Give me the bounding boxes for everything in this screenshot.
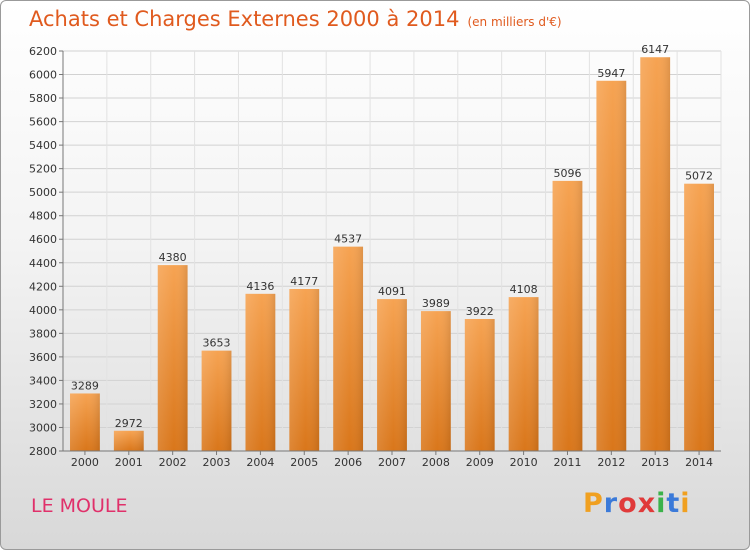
y-tick-label: 2800 [29,445,57,458]
bar-shade [420,311,451,451]
x-tick-label: 2005 [290,456,318,469]
bar-value-label: 3289 [71,379,99,392]
x-tick-label: 2004 [246,456,274,469]
logo-letter: i [680,488,691,519]
bar-shade [640,57,671,452]
x-tick-label: 2000 [71,456,99,469]
bar-value-label: 6147 [641,43,669,56]
x-tick-label: 2006 [334,456,362,469]
x-tick-label: 2002 [159,456,187,469]
bar-value-label: 3922 [466,305,494,318]
y-tick-label: 3600 [29,351,57,364]
chart-unit: (en milliers d'€) [467,15,562,29]
x-tick-label: 2008 [422,456,450,469]
logo-letter: i [656,488,667,519]
bar-shade [377,299,407,451]
x-tick-label: 2013 [641,456,669,469]
bar-shade [464,319,495,451]
bar-shade [157,265,188,451]
y-tick-label: 5000 [29,186,57,199]
bar-value-label: 4380 [159,251,187,264]
bar-value-label: 4136 [246,280,274,293]
x-tick-label: 2014 [685,456,713,469]
bar-value-label: 5947 [597,67,625,80]
bar-value-label: 5096 [553,167,581,180]
bar-shade [552,180,583,451]
bar-value-label: 2972 [115,417,143,430]
logo-letter: o [618,488,638,519]
bar-value-label: 3989 [422,297,450,310]
bar-shade [508,297,539,451]
y-tick-label: 5800 [29,92,57,105]
y-tick-label: 4200 [29,280,57,293]
y-tick-label: 4000 [29,304,57,317]
y-tick-label: 6000 [29,69,57,82]
bar-shade [289,289,320,451]
x-tick-label: 2003 [203,456,231,469]
y-tick-label: 3800 [29,327,57,340]
bar-value-label: 4108 [510,283,538,296]
y-tick-label: 3200 [29,398,57,411]
y-tick-label: 4400 [29,257,57,270]
x-tick-label: 2007 [378,456,406,469]
logo-letter: x [637,488,657,519]
x-tick-label: 2011 [553,456,581,469]
bar-value-label: 4537 [334,233,362,246]
y-tick-label: 5200 [29,163,57,176]
bar-shade [245,293,276,451]
bar-value-label: 3653 [203,337,231,350]
bar-shade [113,430,144,451]
bar-shade [596,80,627,451]
bar-value-label: 4091 [378,285,406,298]
bar-shade [201,350,232,451]
bar-value-label: 4177 [290,275,318,288]
chart-title-text: Achats et Charges Externes 2000 à 2014 [29,7,460,31]
y-tick-label: 6200 [29,45,57,58]
chart-title: Achats et Charges Externes 2000 à 2014 (e… [29,7,562,31]
y-tick-label: 3000 [29,421,57,434]
x-tick-label: 2001 [115,456,143,469]
y-tick-label: 3400 [29,374,57,387]
proxiti-logo: Proxiti [583,488,691,519]
x-tick-label: 2009 [466,456,494,469]
y-tick-label: 5400 [29,139,57,152]
bar-value-label: 5072 [685,170,713,183]
x-tick-label: 2012 [597,456,625,469]
bar-shade [684,183,714,452]
location-name: LE MOULE [31,495,128,517]
y-tick-label: 4600 [29,233,57,246]
logo-letter: r [603,488,619,519]
bar-shade [333,246,364,451]
y-tick-label: 5600 [29,116,57,129]
logo-letter: t [666,488,681,519]
x-tick-label: 2010 [510,456,538,469]
y-tick-label: 4800 [29,210,57,223]
logo-letter: P [583,488,604,519]
bar-shade [70,393,100,451]
